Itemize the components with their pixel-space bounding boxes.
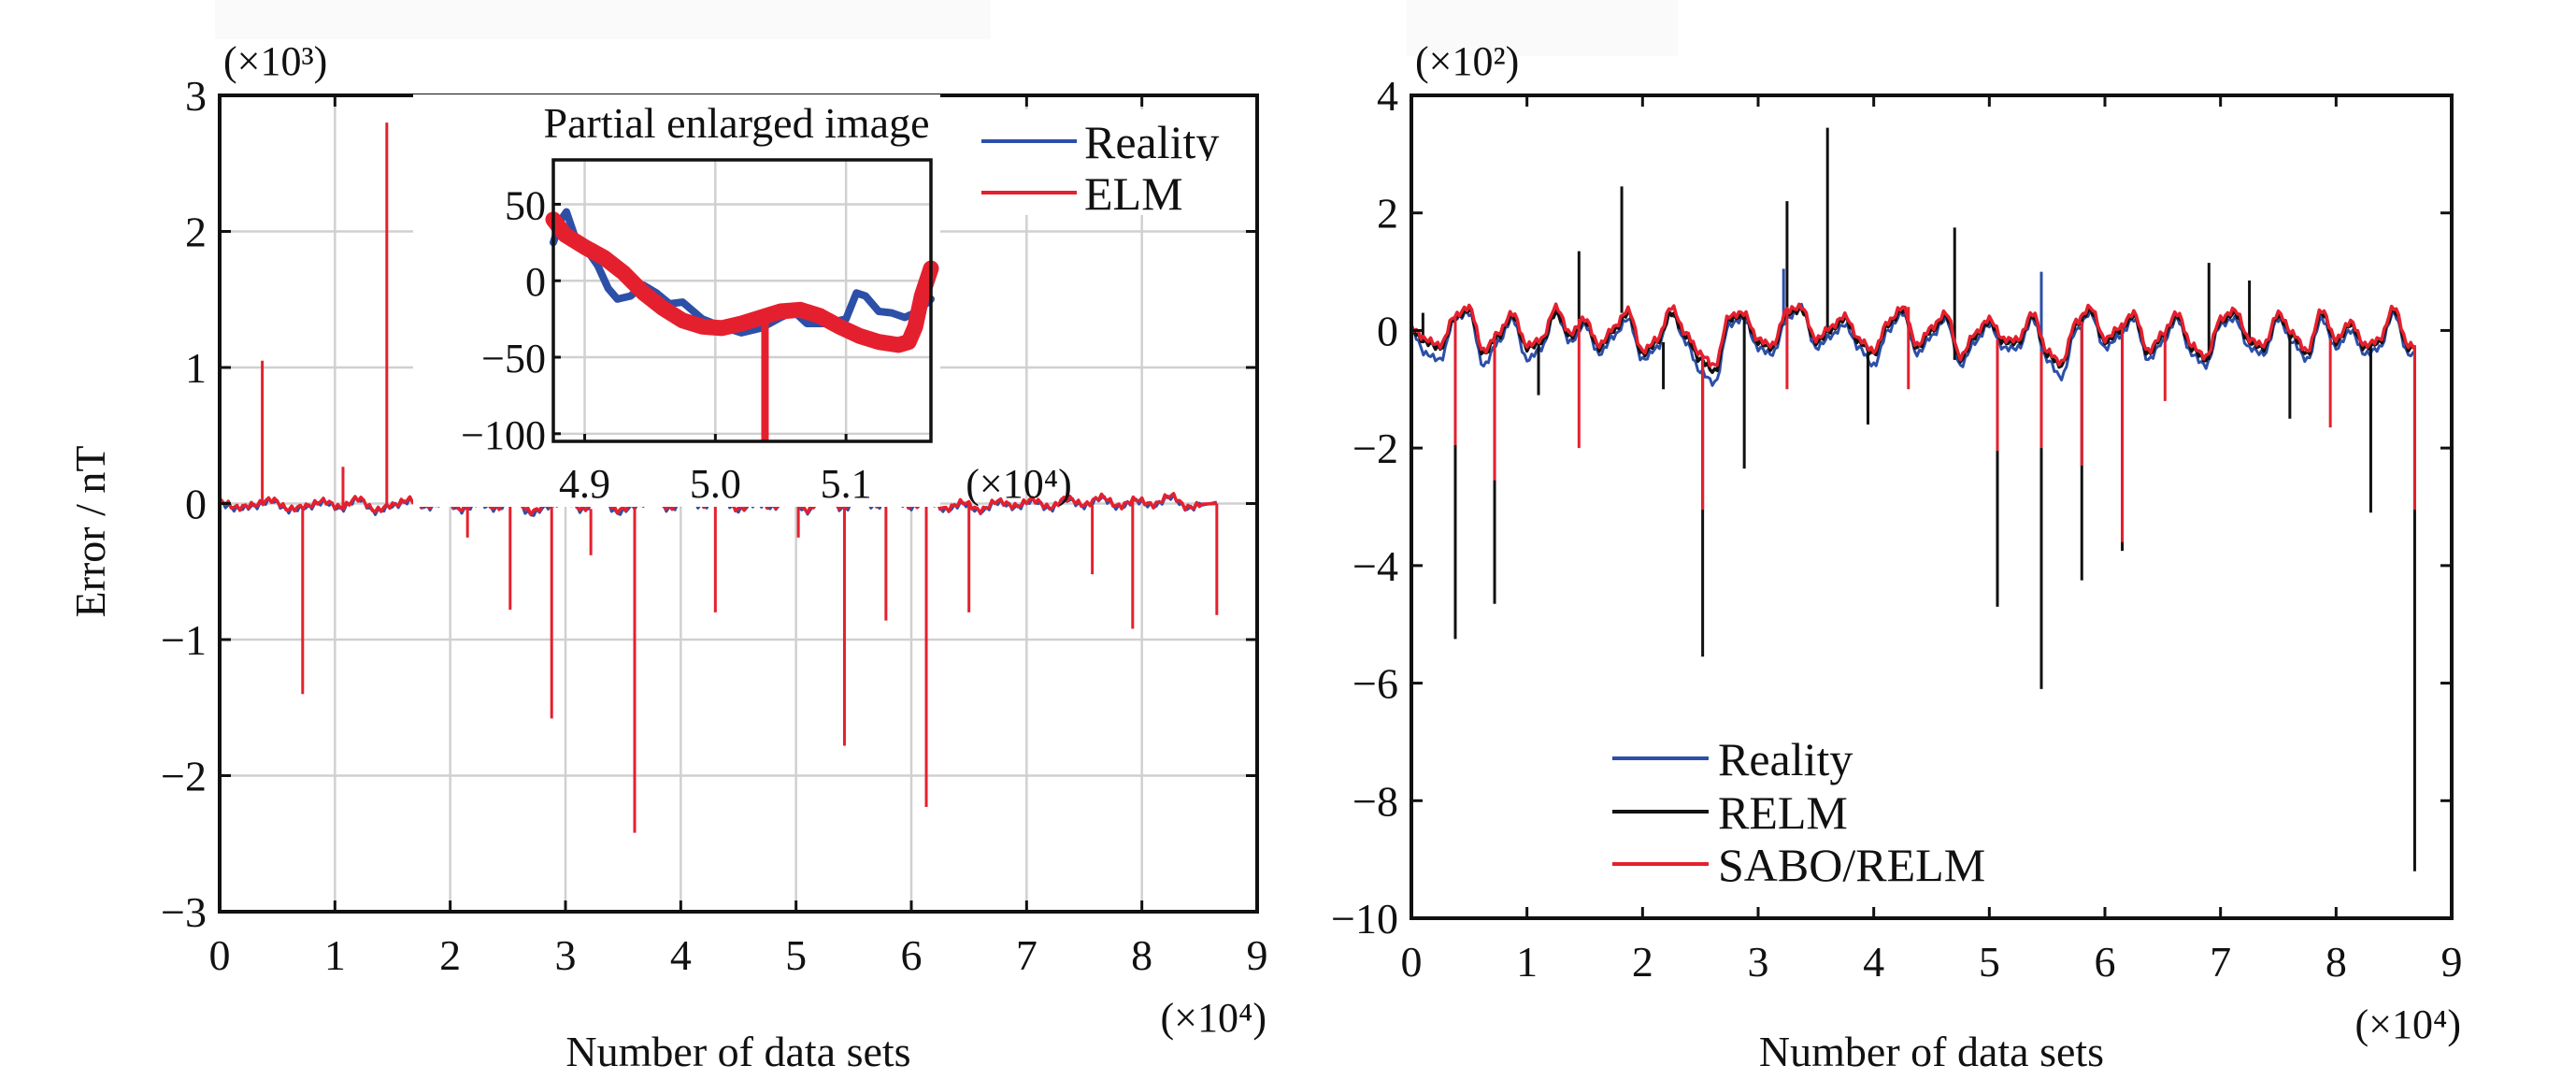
x-tick-label: 1	[324, 931, 346, 979]
y-tick-label: −2	[1352, 425, 1398, 472]
x-tick-label: 5	[785, 931, 807, 979]
y-tick-label: 1	[185, 344, 207, 392]
series-reality	[1410, 268, 2416, 387]
y-tick-label: 3	[185, 72, 207, 120]
x-tick-label: 3	[1748, 938, 1769, 986]
y-scale-label: (×10³)	[223, 38, 327, 84]
inset-y-tick-label: −50	[481, 336, 546, 382]
x-tick-label: 6	[2095, 938, 2116, 986]
legend-label: SABO/RELM	[1718, 839, 1985, 891]
y-tick-label: −10	[1331, 895, 1398, 943]
y-scale-label: (×10²)	[1415, 38, 1519, 84]
x-tick-label: 9	[2441, 938, 2463, 986]
x-tick-label: 8	[1131, 931, 1152, 979]
left-chart: 0 1 2 3 4 5 6 7 8 9 −3 −2 −1 0 1 2 3 (×10³) (×10⁴) Number o…	[66, 38, 1268, 1075]
inset-y-tick-label: −100	[461, 412, 546, 458]
y-tick-label: 0	[185, 481, 207, 528]
inset-x-tick-label: 5.1	[821, 461, 872, 507]
x-tick-label: 3	[555, 931, 577, 979]
y-tick-label: −6	[1352, 660, 1398, 708]
y-tick-label: 2	[1377, 190, 1398, 238]
x-scale-label: (×10⁴)	[2355, 1001, 2461, 1047]
x-tick-label: 8	[2326, 938, 2347, 986]
x-axis-label: Number of data sets	[1759, 1028, 2104, 1075]
x-tick-label: 2	[1632, 938, 1653, 986]
x-scale-label: (×10⁴)	[1161, 995, 1267, 1041]
y-tick-label: 4	[1377, 72, 1398, 120]
x-tick-label: 0	[209, 931, 231, 979]
y-tick-label: −2	[161, 753, 207, 800]
x-tick-label: 5	[1979, 938, 2000, 986]
inset-x-tick-label: 5.0	[690, 461, 741, 507]
legend-label: ELM	[1084, 167, 1183, 220]
y-tick-label: −8	[1352, 777, 1398, 825]
scan-artifact-left	[215, 0, 991, 39]
legend-label: Reality	[1718, 733, 1853, 785]
x-tick-label: 1	[1516, 938, 1538, 986]
legend-bg	[981, 109, 1252, 164]
x-tick-label: 4	[1863, 938, 1884, 986]
series-relm	[1410, 127, 2416, 871]
y-tick-label: 0	[1377, 307, 1398, 354]
x-tick-label: 9	[1247, 931, 1268, 979]
series-sabo_relm	[1410, 302, 2416, 542]
x-tick-label: 7	[2210, 938, 2231, 986]
y-tick-label: −3	[161, 888, 207, 936]
axes-frame	[1410, 94, 2454, 920]
legend-bg	[981, 161, 1252, 215]
y-tick-label: −1	[161, 616, 207, 664]
x-tick-label: 6	[901, 931, 923, 979]
inset-frame	[551, 158, 933, 443]
y-tick-label: −4	[1352, 542, 1398, 590]
inset-y-tick-label: 0	[525, 259, 546, 305]
x-tick-label: 0	[1401, 938, 1423, 986]
inset-title: Partial enlarged image	[544, 99, 930, 147]
scan-artifact-right	[1407, 0, 1678, 56]
legend-label: RELM	[1718, 786, 1848, 839]
inset-series-elm	[545, 211, 939, 353]
inset-y-tick-label: 50	[505, 182, 546, 228]
x-axis-label: Number of data sets	[565, 1028, 910, 1075]
inset-x-tick-label: 4.9	[559, 461, 610, 507]
x-tick-label: 4	[670, 931, 692, 979]
y-tick-label: 2	[185, 209, 207, 256]
inset-chart: 4.9 5.0 5.1 −100 −50 0 50 Partial enlarged imag…	[413, 94, 1072, 507]
x-tick-label: 2	[439, 931, 461, 979]
inset-x-scale-label: (×10⁴)	[966, 461, 1071, 507]
x-tick-label: 7	[1016, 931, 1038, 979]
series-elm	[218, 122, 1219, 833]
right-chart: 0 1 2 3 4 5 6 7 8 9 −10 −8 −6 −4 −2 0 2 4 (×10²) (×10⁴) Numb…	[1331, 38, 2462, 1075]
legend-label: Reality	[1084, 116, 1219, 168]
y-axis-label: Error / nT	[66, 446, 114, 618]
